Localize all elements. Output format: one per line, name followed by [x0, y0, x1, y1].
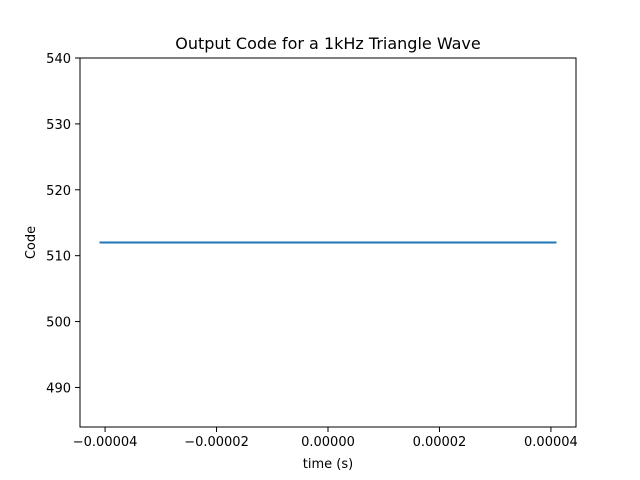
y-axis-label: Code [24, 226, 39, 259]
y-tick-label: 540 [46, 52, 71, 67]
x-tick-label: −0.00004 [73, 435, 138, 450]
x-axis-ticks: −0.00004 −0.00002 0.00000 0.00002 0.00004 [73, 427, 578, 450]
y-tick-label: 510 [46, 250, 71, 265]
x-tick-label: 0.00002 [413, 435, 467, 450]
plot-frame [79, 57, 577, 428]
y-tick-label: 500 [46, 316, 71, 331]
y-tick-label: 520 [46, 184, 71, 199]
x-axis-label: time (s) [303, 457, 353, 472]
x-tick-label: 0.00000 [301, 435, 355, 450]
chart-title: Output Code for a 1kHz Triangle Wave [175, 34, 480, 53]
y-axis-ticks: 490 500 510 520 530 540 [46, 52, 80, 396]
x-tick-label: −0.00002 [184, 435, 249, 450]
x-tick-label: 0.00004 [524, 435, 578, 450]
y-tick-label: 490 [46, 381, 71, 396]
y-tick-label: 530 [46, 118, 71, 133]
